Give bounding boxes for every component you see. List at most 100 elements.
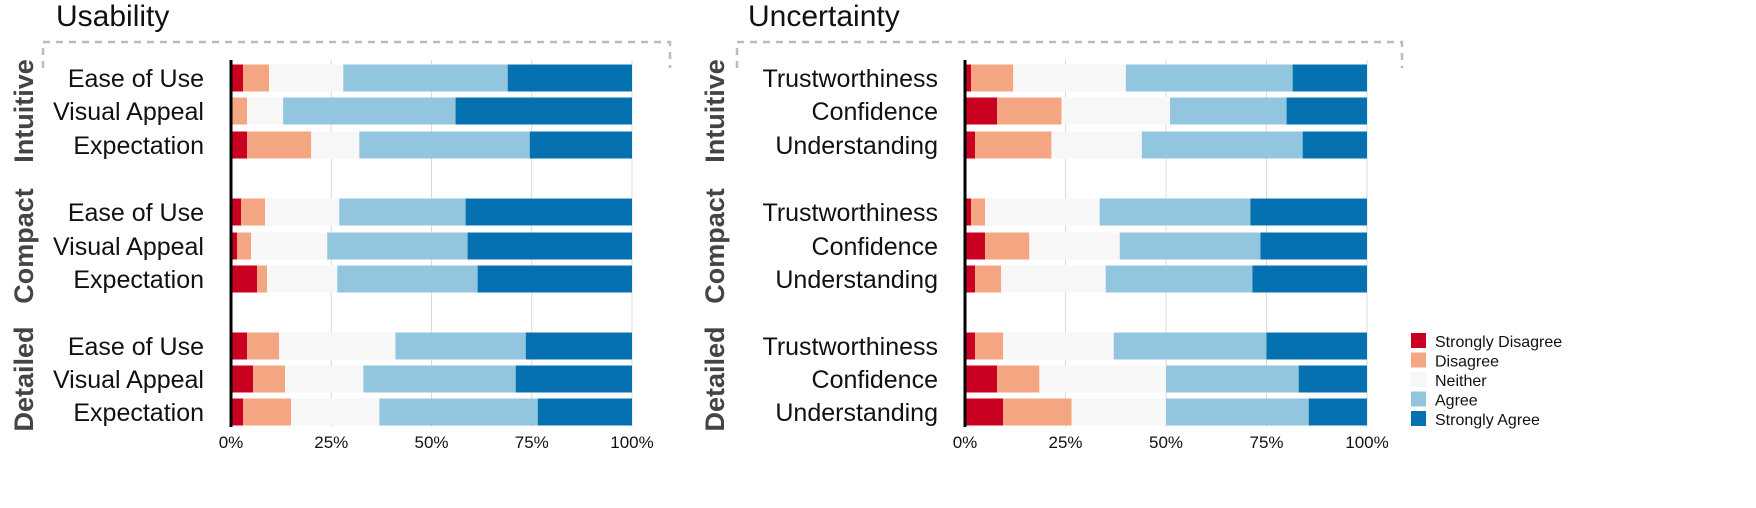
bar-segment-strongly-disagree (231, 232, 238, 260)
row-label-visual-appeal: Visual Appeal (53, 98, 204, 126)
legend-swatch-neither (1411, 372, 1426, 387)
bar-segment-agree (1170, 97, 1287, 125)
bar-segment-strongly-disagree (231, 365, 254, 393)
bar-segment-strongly-agree (455, 97, 632, 125)
bar-segment-disagree (231, 97, 248, 125)
bar-segment-neither (985, 198, 1100, 226)
row-label-ease-of-use: Ease of Use (68, 333, 204, 361)
legend: Strongly Disagree Disagree Neither Agree Str… (1411, 333, 1562, 429)
bar-segment-neither (1029, 232, 1120, 260)
bar-segment-disagree (243, 398, 292, 426)
bar-segment-disagree (975, 332, 1004, 360)
bar-segment-disagree (247, 131, 312, 159)
bar-segment-neither (1061, 97, 1171, 125)
bar-segment-agree (1099, 198, 1251, 226)
x-tick-label: 75% (515, 433, 549, 452)
row-label-expectation: Expectation (73, 266, 204, 294)
row-label-expectation: Expectation (73, 132, 204, 160)
bar-segment-strongly-disagree (231, 64, 244, 92)
bar-segment-strongly-agree (507, 64, 632, 92)
bar-segment-agree (359, 131, 530, 159)
bar-segment-strongly-agree (525, 332, 632, 360)
bar-segment-agree (283, 97, 456, 125)
bar-segment-neither (285, 365, 364, 393)
group-label-intuitive: Intuitive (700, 59, 730, 163)
legend-swatch-strongly-agree (1411, 411, 1426, 426)
bar-segment-neither (265, 198, 340, 226)
uncertainty-title: Uncertainty (748, 0, 900, 33)
bar-segment-neither (311, 131, 360, 159)
x-tick-label: 100% (1345, 433, 1388, 452)
bar-segment-disagree (985, 232, 1030, 260)
legend-label-neither: Neither (1435, 373, 1487, 390)
uncertainty-bracket (735, 40, 1404, 68)
bar-segment-neither (247, 97, 284, 125)
bar-segment-agree (1119, 232, 1261, 260)
bar-segment-strongly-agree (537, 398, 632, 426)
row-label-understanding: Understanding (775, 266, 938, 294)
group-label-compact: Compact (9, 188, 39, 304)
bar-segment-agree (327, 232, 468, 260)
bar-segment-agree (343, 64, 508, 92)
bar-segment-neither (1039, 365, 1166, 393)
bar-segment-agree (1125, 64, 1293, 92)
x-tick-label: 75% (1249, 433, 1283, 452)
group-label-intuitive: Intuitive (9, 59, 39, 163)
legend-label-strongly-agree: Strongly Agree (1435, 412, 1540, 429)
bar-segment-strongly-disagree (965, 332, 976, 360)
bar-segment-disagree (241, 198, 266, 226)
bar-segment-strongly-disagree (231, 131, 248, 159)
bar-segment-disagree (243, 64, 270, 92)
bar-segment-strongly-agree (529, 131, 632, 159)
row-label-ease-of-use: Ease of Use (68, 199, 204, 227)
bar-segment-agree (337, 265, 478, 293)
row-label-ease-of-use: Ease of Use (68, 65, 204, 93)
legend-label-agree: Agree (1435, 393, 1478, 410)
usability-title: Usability (56, 0, 169, 33)
bar-segment-disagree (971, 64, 1014, 92)
x-tick-label: 0% (953, 433, 978, 452)
bar-segment-strongly-agree (465, 198, 632, 226)
bar-segment-strongly-agree (1298, 365, 1367, 393)
bar-segment-disagree (237, 232, 252, 260)
bar-segment-neither (279, 332, 396, 360)
bar-segment-disagree (997, 97, 1062, 125)
bar-segment-strongly-agree (515, 365, 632, 393)
bar-segment-strongly-agree (1302, 131, 1367, 159)
bar-segment-disagree (975, 131, 1052, 159)
bar-segment-disagree (1003, 398, 1072, 426)
bar-segment-strongly-agree (1286, 97, 1367, 125)
bar-segment-agree (1166, 365, 1299, 393)
uncertainty-panel: Uncertainty Intuitive Trustworthiness Confi… (700, 0, 1404, 452)
row-label-expectation: Expectation (73, 399, 204, 427)
bar-segment-neither (1071, 398, 1166, 426)
group-label-detailed: Detailed (700, 326, 730, 431)
x-tick-label: 50% (414, 433, 448, 452)
x-tick-label: 25% (314, 433, 348, 452)
row-label-confidence: Confidence (812, 233, 938, 261)
bar-segment-strongly-disagree (965, 265, 976, 293)
x-tick-label: 100% (610, 433, 653, 452)
bar-segment-strongly-disagree (965, 398, 1004, 426)
row-label-visual-appeal: Visual Appeal (53, 366, 204, 394)
chart-panels: Usability Intuitive Ease of Use Visual Appe… (9, 0, 1404, 452)
bar-segment-agree (1141, 131, 1303, 159)
bar-segment-agree (395, 332, 526, 360)
bar-segment-disagree (997, 365, 1040, 393)
bar-segment-strongly-disagree (231, 332, 248, 360)
bar-segment-strongly-agree (1250, 198, 1367, 226)
bar-segment-agree (379, 398, 538, 426)
bar-segment-neither (267, 265, 338, 293)
legend-swatch-strongly-disagree (1411, 333, 1426, 348)
bar-segment-agree (363, 365, 516, 393)
row-label-trustworthiness: Trustworthiness (762, 333, 938, 361)
bar-segment-disagree (253, 365, 286, 393)
group-label-detailed: Detailed (9, 326, 39, 431)
bar-segment-disagree (257, 265, 268, 293)
row-label-confidence: Confidence (812, 366, 938, 394)
bar-segment-strongly-disagree (965, 232, 986, 260)
row-label-trustworthiness: Trustworthiness (762, 199, 938, 227)
bar-segment-strongly-agree (477, 265, 632, 293)
legend-swatch-disagree (1411, 352, 1426, 368)
